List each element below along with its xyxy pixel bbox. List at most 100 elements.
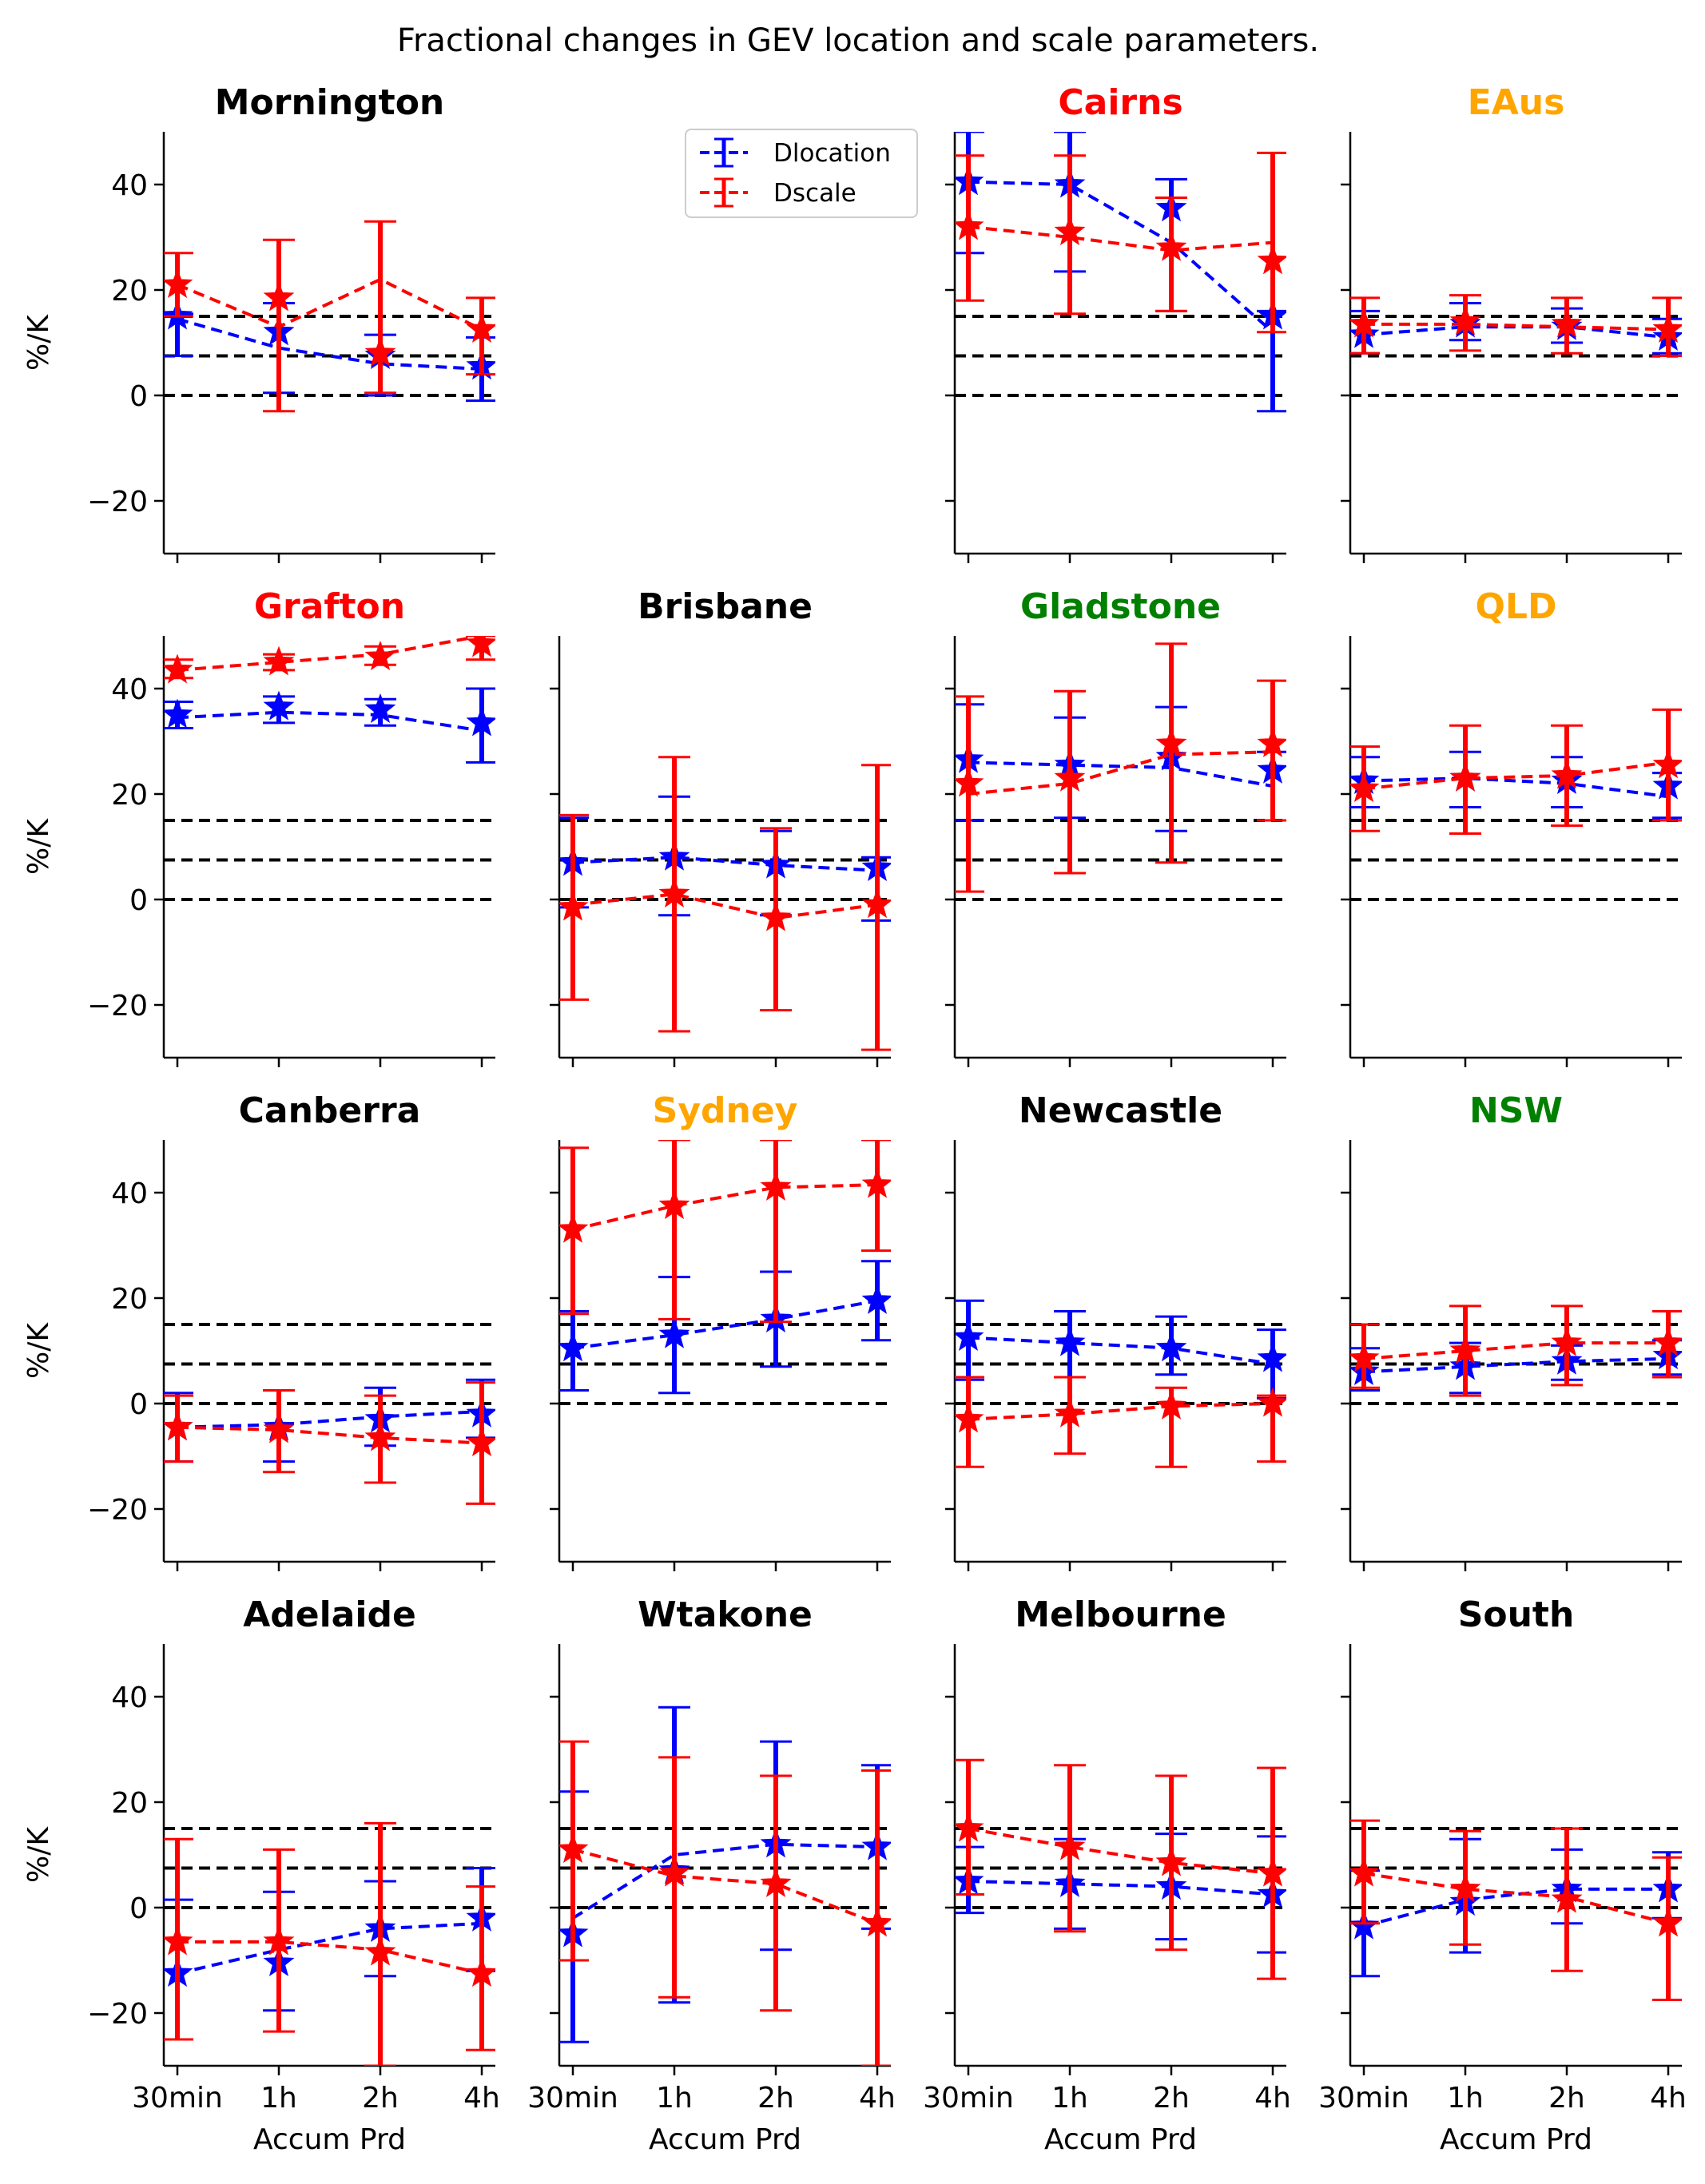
data-point-star [1449, 1334, 1481, 1364]
data-point-star [1257, 1856, 1286, 1887]
panel-newcastle: Newcastle [945, 1090, 1286, 1571]
data-point-star [1054, 1326, 1086, 1356]
panel-cairns: Cairns [945, 82, 1286, 563]
series-dscale [559, 1140, 891, 1324]
plot-area [164, 1323, 495, 1505]
plot-area [559, 1140, 891, 1405]
panel-title: Wtakone [638, 1594, 813, 1635]
plot-area [1350, 294, 1682, 397]
y-tick-label: 40 [111, 673, 148, 706]
legend-item-dlocation: Dlocation [700, 137, 891, 168]
data-point-star [1551, 1326, 1583, 1356]
data-point-star [861, 1168, 891, 1198]
plot-area [164, 1821, 495, 2066]
data-point-star [1155, 1846, 1187, 1876]
x-tick-label: 30min [132, 2082, 223, 2115]
x-tick-label: 1h [1447, 2082, 1484, 2115]
legend: Dlocation Dscale [685, 129, 918, 218]
y-tick-label: 20 [111, 779, 148, 812]
plot-area [1350, 708, 1682, 901]
data-point-star [559, 891, 589, 921]
data-point-star [955, 210, 984, 240]
panel-title: Canberra [239, 1090, 421, 1131]
panel-qld: QLD [1341, 586, 1682, 1067]
panel-canberra: Canberra −20 0 20 40 %/K [22, 1090, 495, 1571]
y-tick-label: 40 [111, 169, 148, 202]
data-point-star [955, 1812, 984, 1842]
x-tick-label: 2h [1548, 2082, 1585, 2115]
series-line [572, 1299, 878, 1350]
x-tick-label: 30min [527, 2082, 618, 2115]
data-point-star [1054, 761, 1086, 792]
series-dscale [164, 220, 495, 413]
data-point-star [1350, 1856, 1380, 1887]
x-tick-label: 2h [1153, 2082, 1190, 2115]
y-tick-label: −20 [87, 486, 148, 518]
y-tick-label: 40 [111, 1682, 148, 1714]
data-point-star [1257, 1387, 1286, 1417]
x-tick-label: 1h [656, 2082, 693, 2115]
data-point-star [1551, 1883, 1583, 1913]
y-tick-label: −20 [87, 990, 148, 1023]
x-axis-label: Accum Prd [649, 2123, 801, 2156]
plot-area [164, 220, 495, 413]
data-point-star [364, 693, 396, 723]
panel-title: Melbourne [1015, 1594, 1226, 1635]
series-line [968, 1336, 1274, 1366]
figure-title: Fractional changes in GEV location and s… [397, 22, 1319, 59]
data-point-star [1652, 1907, 1682, 1937]
series-dscale [1350, 1819, 1682, 2001]
plot-area [1350, 1304, 1682, 1405]
series-line [1363, 1341, 1668, 1360]
x-axis-label: Accum Prd [1440, 2123, 1592, 2156]
series-line [177, 710, 483, 733]
series-dscale [1350, 1304, 1682, 1397]
data-point-star [658, 1856, 690, 1887]
series-line [968, 1880, 1274, 1896]
panel-title: NSW [1469, 1090, 1563, 1131]
data-point-star [1449, 1872, 1481, 1903]
panel-title: Cairns [1058, 82, 1182, 123]
data-point-star [1155, 231, 1187, 261]
data-point-star [1257, 244, 1286, 275]
panel-eaus: EAus [1341, 82, 1682, 563]
x-tick-label: 4h [1650, 2082, 1687, 2115]
data-point-star [164, 698, 193, 729]
series-line [1363, 1356, 1669, 1374]
data-point-star [1449, 305, 1481, 336]
x-tick-label: 2h [757, 2082, 794, 2115]
series-dscale [955, 642, 1286, 893]
series-line [1364, 322, 1669, 332]
data-point-star [559, 1332, 589, 1362]
data-point-star [1652, 1326, 1682, 1356]
series-dscale [559, 1740, 891, 2066]
series-dscale [559, 756, 891, 1051]
panel-title: Newcastle [1019, 1090, 1222, 1131]
x-tick-label: 30min [923, 2082, 1014, 2115]
x-tick-label: 1h [1051, 2082, 1088, 2115]
series-line [177, 1409, 483, 1429]
panel-gladstone: Gladstone [945, 586, 1286, 1067]
data-point-star [1652, 749, 1682, 779]
series-dlocation [164, 687, 495, 764]
data-point-star [861, 1907, 891, 1937]
data-point-star [466, 1957, 495, 1987]
series-line [571, 1842, 878, 1920]
data-point-star [658, 1189, 690, 1220]
series-dscale [164, 1381, 495, 1505]
data-point-star [955, 1321, 984, 1352]
panel-brisbane: Brisbane [550, 586, 891, 1067]
data-point-star [861, 888, 891, 919]
panel-title: Mornington [215, 82, 445, 123]
data-point-star [1350, 308, 1380, 338]
panel-title: EAus [1468, 82, 1565, 123]
series-line [968, 1827, 1274, 1876]
series-line [177, 277, 483, 332]
panel-title: QLD [1476, 586, 1557, 627]
panel-title: Brisbane [638, 586, 813, 627]
series-line [1363, 760, 1669, 791]
series-line [572, 856, 878, 872]
series-line [968, 180, 1274, 334]
panel-title: Adelaide [243, 1594, 416, 1635]
